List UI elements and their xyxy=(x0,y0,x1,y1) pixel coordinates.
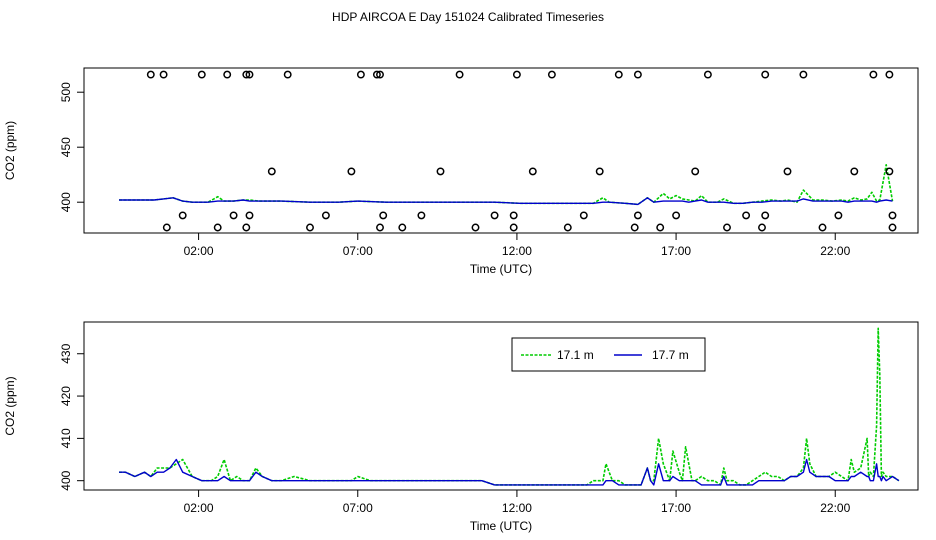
plot-frame xyxy=(83,67,919,234)
data-point-marker xyxy=(197,70,206,79)
data-point-marker xyxy=(656,223,665,232)
x-tick-label: 07:00 xyxy=(343,244,373,258)
y-tick-label: 400 xyxy=(59,192,73,212)
data-point-marker xyxy=(799,70,808,79)
data-point-marker xyxy=(633,211,642,220)
x-tick-label: 07:00 xyxy=(343,501,373,515)
data-point-marker xyxy=(742,211,751,220)
data-point-marker xyxy=(283,70,292,79)
y-axis-label: CO2 (ppm) xyxy=(3,376,17,435)
data-point-marker xyxy=(547,70,556,79)
data-point-marker xyxy=(436,167,445,176)
data-point-marker xyxy=(614,70,623,79)
x-tick-label: 17:00 xyxy=(661,501,691,515)
data-point-marker xyxy=(869,70,878,79)
data-point-marker xyxy=(818,223,827,232)
data-point-marker xyxy=(379,211,388,220)
data-point-marker xyxy=(321,211,330,220)
x-tick-label: 12:00 xyxy=(502,501,532,515)
data-point-marker xyxy=(834,211,843,220)
x-tick-label: 22:00 xyxy=(820,244,850,258)
data-point-marker xyxy=(630,223,639,232)
y-tick-label: 400 xyxy=(59,470,73,490)
legend-label: 17.1 m xyxy=(557,348,594,362)
y-tick-label: 500 xyxy=(59,82,73,102)
y-axis-label: CO2 (ppm) xyxy=(3,121,17,180)
bottom-panel: 02:00 07:00 12:00 17:00 22:00 400 410 420 430 Tim… xyxy=(3,321,919,533)
x-tick-label: 02:00 xyxy=(184,244,214,258)
plot-frame xyxy=(83,321,919,491)
data-point-marker xyxy=(417,211,426,220)
data-point-marker xyxy=(178,211,187,220)
data-point-marker xyxy=(703,70,712,79)
top-panel: 02:00 07:00 12:00 17:00 22:00 400 450 500 Time (… xyxy=(3,67,919,276)
data-point-marker xyxy=(376,223,384,232)
data-point-marker xyxy=(306,223,314,232)
data-point-marker xyxy=(490,211,499,220)
data-point-marker xyxy=(888,211,897,220)
data-point-marker xyxy=(563,223,572,232)
data-point-marker xyxy=(885,70,894,79)
x-axis-label: Time (UTC) xyxy=(470,262,532,276)
chart-title: HDP AIRCOA E Day 151024 Calibrated Times… xyxy=(332,10,604,24)
x-tick-label: 12:00 xyxy=(502,244,532,258)
y-tick-label: 420 xyxy=(59,386,73,406)
data-point-marker xyxy=(242,70,251,79)
data-point-marker xyxy=(146,70,155,79)
data-point-marker xyxy=(723,223,731,232)
data-point-marker xyxy=(242,223,251,232)
data-point-marker xyxy=(347,167,356,176)
x-axis-label: Time (UTC) xyxy=(470,519,532,533)
data-point-marker xyxy=(356,70,365,79)
data-point-marker xyxy=(372,70,381,79)
data-point-marker xyxy=(245,211,254,220)
data-point-marker xyxy=(761,70,770,79)
data-point-marker xyxy=(691,167,700,176)
y-tick-label: 430 xyxy=(59,343,73,363)
legend: 17.1 m 17.7 m xyxy=(511,337,706,372)
data-point-marker xyxy=(245,70,254,79)
data-point-marker xyxy=(223,70,232,79)
data-point-marker xyxy=(885,167,894,176)
data-point-marker xyxy=(528,167,537,176)
y-tick-label: 410 xyxy=(59,428,73,448)
data-point-marker xyxy=(512,70,521,79)
legend-label: 17.7 m xyxy=(652,348,689,362)
data-point-marker xyxy=(159,70,168,79)
data-point-marker xyxy=(888,223,897,232)
data-point-marker xyxy=(229,211,238,220)
data-point-marker xyxy=(376,70,384,79)
data-point-marker xyxy=(213,223,222,232)
y-tick-label: 450 xyxy=(59,137,73,157)
series-line-blue xyxy=(119,458,900,486)
data-point-marker xyxy=(579,211,588,220)
data-point-marker xyxy=(761,211,770,220)
series-line-green xyxy=(119,327,900,486)
data-point-marker xyxy=(267,167,276,176)
data-point-marker xyxy=(509,223,518,232)
data-point-marker xyxy=(783,167,792,176)
x-tick-label: 22:00 xyxy=(820,501,850,515)
data-point-marker xyxy=(595,167,604,176)
data-point-marker xyxy=(850,167,859,176)
data-point-marker xyxy=(633,70,642,79)
data-point-marker xyxy=(398,223,407,232)
x-tick-label: 17:00 xyxy=(661,244,691,258)
data-point-marker xyxy=(509,211,518,220)
data-point-marker xyxy=(758,223,766,232)
data-point-marker xyxy=(471,223,480,232)
data-point-marker xyxy=(455,70,464,79)
x-tick-label: 02:00 xyxy=(184,501,214,515)
series-line-green xyxy=(119,164,894,206)
series-line-blue xyxy=(119,197,893,206)
data-point-marker xyxy=(162,223,171,232)
data-point-marker xyxy=(672,211,681,220)
